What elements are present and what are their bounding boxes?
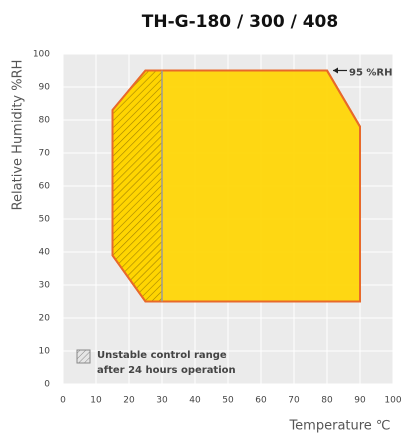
unstable-range: [112, 70, 162, 302]
chart-title: TH-G-180 / 300 / 408: [142, 12, 338, 32]
y-tick-label: 30: [39, 281, 51, 291]
x-tick-label: 100: [384, 396, 401, 406]
y-tick-label: 70: [39, 149, 51, 159]
y-tick-label: 100: [33, 50, 50, 60]
y-tick-label: 20: [39, 314, 51, 324]
x-tick-label: 20: [123, 396, 135, 406]
y-axis-label: Relative Humidity %RH: [11, 60, 26, 211]
x-tick-label: 40: [189, 396, 201, 406]
y-tick-label: 50: [39, 215, 51, 225]
legend-label: Unstable control range: [97, 350, 227, 361]
y-tick-label: 0: [44, 380, 50, 390]
x-tick-label: 80: [321, 396, 333, 406]
x-tick-label: 10: [90, 396, 102, 406]
annotation-arrowhead: [333, 67, 338, 74]
x-tick-label: 30: [156, 396, 168, 406]
y-tick-label: 10: [39, 347, 51, 357]
legend-label: after 24 hours operation: [97, 365, 236, 376]
x-tick-label: 90: [354, 396, 366, 406]
annotation: 95 %RH: [349, 68, 393, 79]
y-tick-label: 40: [39, 248, 51, 258]
y-tick-label: 90: [39, 83, 51, 93]
y-tick-label: 80: [39, 116, 51, 126]
x-axis-label: Temperature ℃: [288, 419, 390, 434]
x-tick-label: 50: [222, 396, 234, 406]
x-tick-label: 60: [255, 396, 267, 406]
operating-range-edge: [111, 69, 361, 303]
legend-swatch: [76, 349, 91, 364]
x-tick-label: 70: [288, 396, 300, 406]
y-tick-label: 60: [39, 182, 51, 192]
x-tick-label: 0: [60, 396, 66, 406]
